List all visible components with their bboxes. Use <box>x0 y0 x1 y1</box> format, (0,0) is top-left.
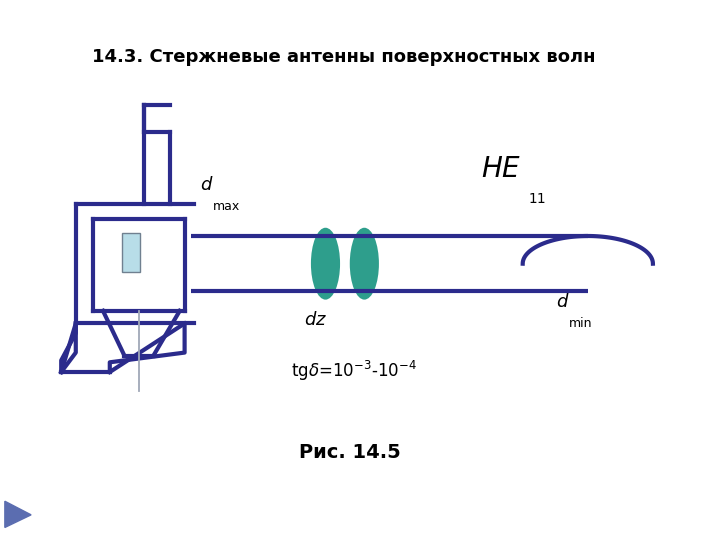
Text: $d$: $d$ <box>556 293 570 311</box>
Text: $d$: $d$ <box>200 176 214 194</box>
Polygon shape <box>5 501 31 528</box>
Ellipse shape <box>311 228 340 300</box>
Ellipse shape <box>350 228 379 300</box>
Text: $dz$: $dz$ <box>304 311 328 329</box>
Text: Рис. 14.5: Рис. 14.5 <box>299 443 400 462</box>
Text: 14.3. Стержневые антенны поверхностных волн: 14.3. Стержневые антенны поверхностных в… <box>92 49 596 66</box>
Text: min: min <box>568 316 592 329</box>
Bar <box>122 233 140 272</box>
Text: tg$\delta$=10$^{-3}$-10$^{-4}$: tg$\delta$=10$^{-3}$-10$^{-4}$ <box>292 360 418 383</box>
Text: max: max <box>213 200 240 213</box>
Text: $_{11}$: $_{11}$ <box>528 187 546 206</box>
Text: $HE$: $HE$ <box>481 154 521 183</box>
